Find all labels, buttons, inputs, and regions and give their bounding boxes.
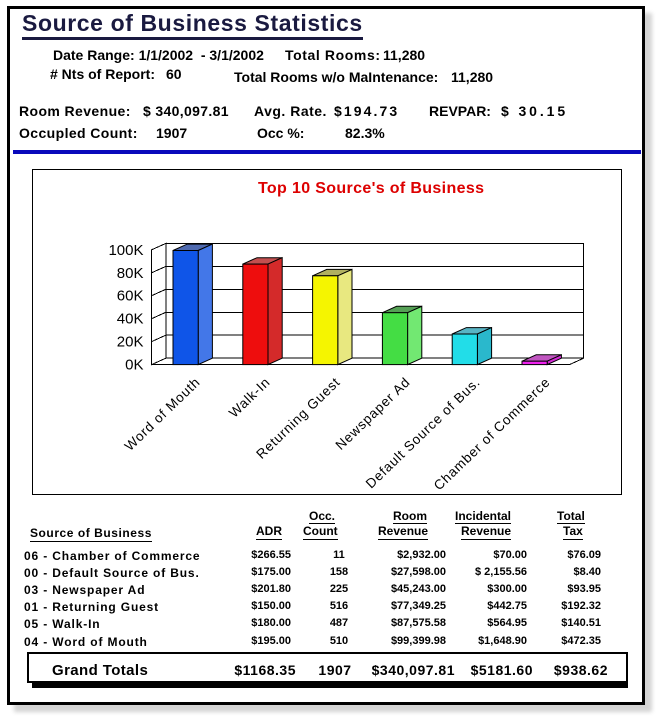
svg-text:0K: 0K xyxy=(125,357,143,374)
svg-text:80K: 80K xyxy=(117,265,144,282)
svg-text:Word of Mouth: Word of Mouth xyxy=(122,374,203,453)
svg-text:Walk-In: Walk-In xyxy=(226,374,273,420)
svg-text:Default Source of Bus.: Default Source of Bus. xyxy=(363,374,483,491)
svg-text:Chamber of Commerce: Chamber of Commerce xyxy=(431,374,553,492)
svg-text:Newspaper Ad: Newspaper Ad xyxy=(333,374,413,452)
svg-text:100K: 100K xyxy=(108,242,143,259)
svg-text:60K: 60K xyxy=(117,288,144,305)
svg-text:20K: 20K xyxy=(117,334,144,351)
svg-text:40K: 40K xyxy=(117,311,144,328)
